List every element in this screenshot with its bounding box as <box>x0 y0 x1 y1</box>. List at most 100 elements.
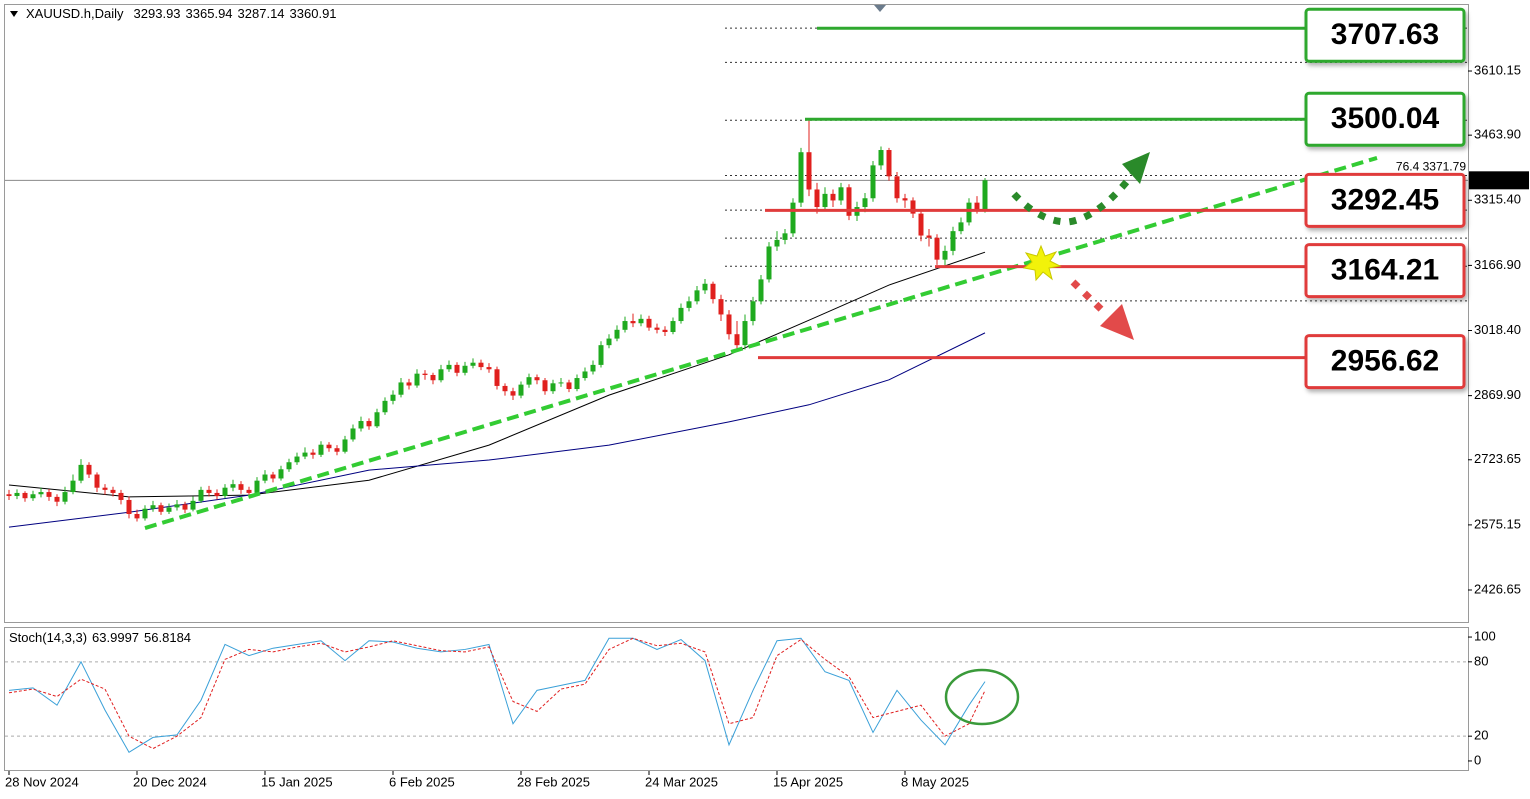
candle-body <box>686 301 692 308</box>
candle-body <box>726 314 732 335</box>
breakout-star <box>1022 244 1062 282</box>
candle-body <box>950 231 956 251</box>
bearish-arrowhead <box>1100 304 1134 340</box>
last-open: 3293.93 <box>134 6 181 21</box>
main-panel-frame <box>4 4 1469 623</box>
x-tick-label: 6 Feb 2025 <box>389 774 455 789</box>
candle-body <box>270 474 276 479</box>
key-level-box <box>1304 172 1466 228</box>
key-level-label: 2956.62 <box>1331 345 1439 378</box>
candle-body <box>870 165 876 199</box>
candle-body <box>742 321 748 346</box>
moving-average <box>8 332 986 528</box>
candle-body <box>710 283 716 300</box>
candle-body <box>614 329 620 339</box>
candle-body <box>734 334 740 346</box>
candle-body <box>366 421 372 427</box>
candle-body <box>766 246 772 280</box>
candle-body <box>422 373 428 375</box>
stoch-y-tick-label: 20 <box>1474 728 1488 743</box>
symbol: XAUUSD.h,Daily <box>26 6 124 21</box>
candle-body <box>158 505 164 512</box>
candle-body <box>910 200 916 214</box>
stoch-main-value: 63.9997 <box>92 630 139 645</box>
candle-body <box>350 428 356 440</box>
fib-label: 76.4 3371.79 <box>1396 160 1466 174</box>
candle-body <box>886 150 892 177</box>
candle-body <box>838 187 844 201</box>
candle-body <box>38 492 44 495</box>
shift-marker <box>874 5 886 12</box>
candle-body <box>822 193 828 208</box>
x-tick-label: 24 Mar 2025 <box>645 774 718 789</box>
candle-body <box>118 492 124 500</box>
key-level-label: 3500.04 <box>1331 102 1440 135</box>
stoch-signal-value: 56.8184 <box>144 630 191 645</box>
last-low: 3287.14 <box>238 6 285 21</box>
candle-body <box>670 321 676 333</box>
candle-body <box>790 202 796 234</box>
candle-body <box>286 462 292 470</box>
candle-body <box>134 513 140 519</box>
candle-body <box>142 508 148 519</box>
stoch-highlight <box>944 668 1020 726</box>
candle-body <box>574 378 580 390</box>
y-tick-label: 3463.90 <box>1474 127 1521 142</box>
candle-body <box>6 494 12 497</box>
candle-body <box>102 487 108 490</box>
y-tick-label: 3315.40 <box>1474 192 1521 207</box>
candle-body <box>454 364 460 373</box>
candle-body <box>958 222 964 232</box>
y-tick-label: 3018.40 <box>1474 322 1521 337</box>
candle-body <box>342 439 348 452</box>
candle-body <box>390 394 396 401</box>
candle-body <box>382 400 388 413</box>
current-price-tag <box>1469 171 1529 190</box>
candle-body <box>30 494 36 499</box>
stoch-signal <box>8 637 986 750</box>
candle-body <box>222 487 228 497</box>
candle-body <box>110 489 116 493</box>
main-layer: 3610.15 3463.90 3315.40 3166.90 3018.40 2869.… <box>5 7 1529 789</box>
candle-body <box>830 193 836 201</box>
candle-body <box>646 318 652 328</box>
candle-body <box>14 492 20 497</box>
candle-body <box>326 444 332 449</box>
candle-body <box>694 290 700 302</box>
candle-body <box>934 237 940 260</box>
candle-body <box>750 301 756 322</box>
candle-body <box>46 492 52 497</box>
candle-body <box>942 250 948 260</box>
candle-body <box>374 412 380 427</box>
current-price-label: 3360.91 <box>1473 172 1520 187</box>
x-tick-label: 15 Apr 2025 <box>773 774 843 789</box>
candle-body <box>358 421 364 429</box>
candle-body <box>406 382 412 386</box>
y-tick-label: 3610.15 <box>1474 62 1521 77</box>
candle-body <box>678 307 684 322</box>
candle-body <box>486 367 492 370</box>
candle-body <box>582 371 588 379</box>
candle-body <box>166 507 172 512</box>
candle-body <box>982 180 988 210</box>
candle-body <box>758 279 764 302</box>
candle-body <box>798 152 804 203</box>
candle-body <box>806 152 812 190</box>
candle-body <box>894 176 900 199</box>
candle-body <box>94 474 100 488</box>
candle-body <box>318 444 324 455</box>
candle-body <box>558 382 564 384</box>
key-level-label: 3292.45 <box>1331 183 1439 216</box>
stoch-label: Stoch(14,3,3) <box>9 630 87 645</box>
candle-body <box>62 492 68 502</box>
candle-body <box>566 382 572 390</box>
candle-body <box>206 489 212 493</box>
candle-body <box>974 202 980 210</box>
candle-body <box>510 391 516 396</box>
candle-body <box>654 327 660 330</box>
candle-body <box>638 318 644 324</box>
stoch-y-tick-label: 100 <box>1474 628 1496 643</box>
x-tick-label: 8 May 2025 <box>901 774 969 789</box>
bullish-arrowhead <box>1122 152 1150 184</box>
